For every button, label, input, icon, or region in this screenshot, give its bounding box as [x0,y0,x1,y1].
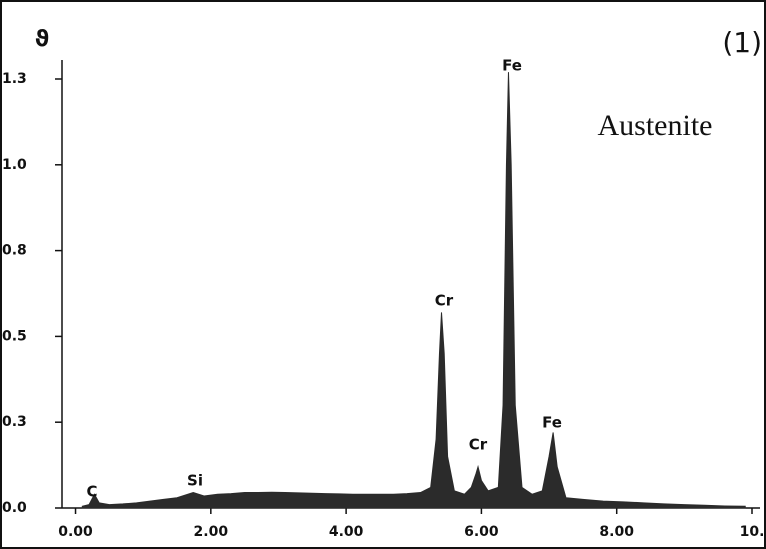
y-tick-label: 0.0 [2,500,27,516]
x-tick-label: 4.00 [329,524,364,540]
annotation: Austenite [598,109,713,142]
peak-label: Cr [469,436,488,454]
peak-label: Fe [502,57,522,75]
x-tick-label: 10. [740,524,765,540]
peak-label: Si [187,472,203,490]
annotation: (1) [722,26,762,59]
x-tick-label: 6.00 [464,524,499,540]
y-axis-label: ϑ [35,27,50,52]
x-tick-label: 8.00 [599,524,634,540]
y-tick-label: 1.3 [2,71,27,87]
peak-label: Cr [435,292,454,310]
y-tick-label: 1.0 [2,157,27,173]
y-tick-label: 0.8 [2,243,27,259]
y-tick-label: 0.5 [2,328,27,344]
spectrum [81,72,746,509]
x-tick-label: 2.00 [194,524,229,540]
y-tick-label: 0.3 [2,414,27,430]
x-tick-label: 0.00 [58,524,93,540]
peak-label: Fe [542,414,562,432]
peak-label: C [86,483,97,501]
